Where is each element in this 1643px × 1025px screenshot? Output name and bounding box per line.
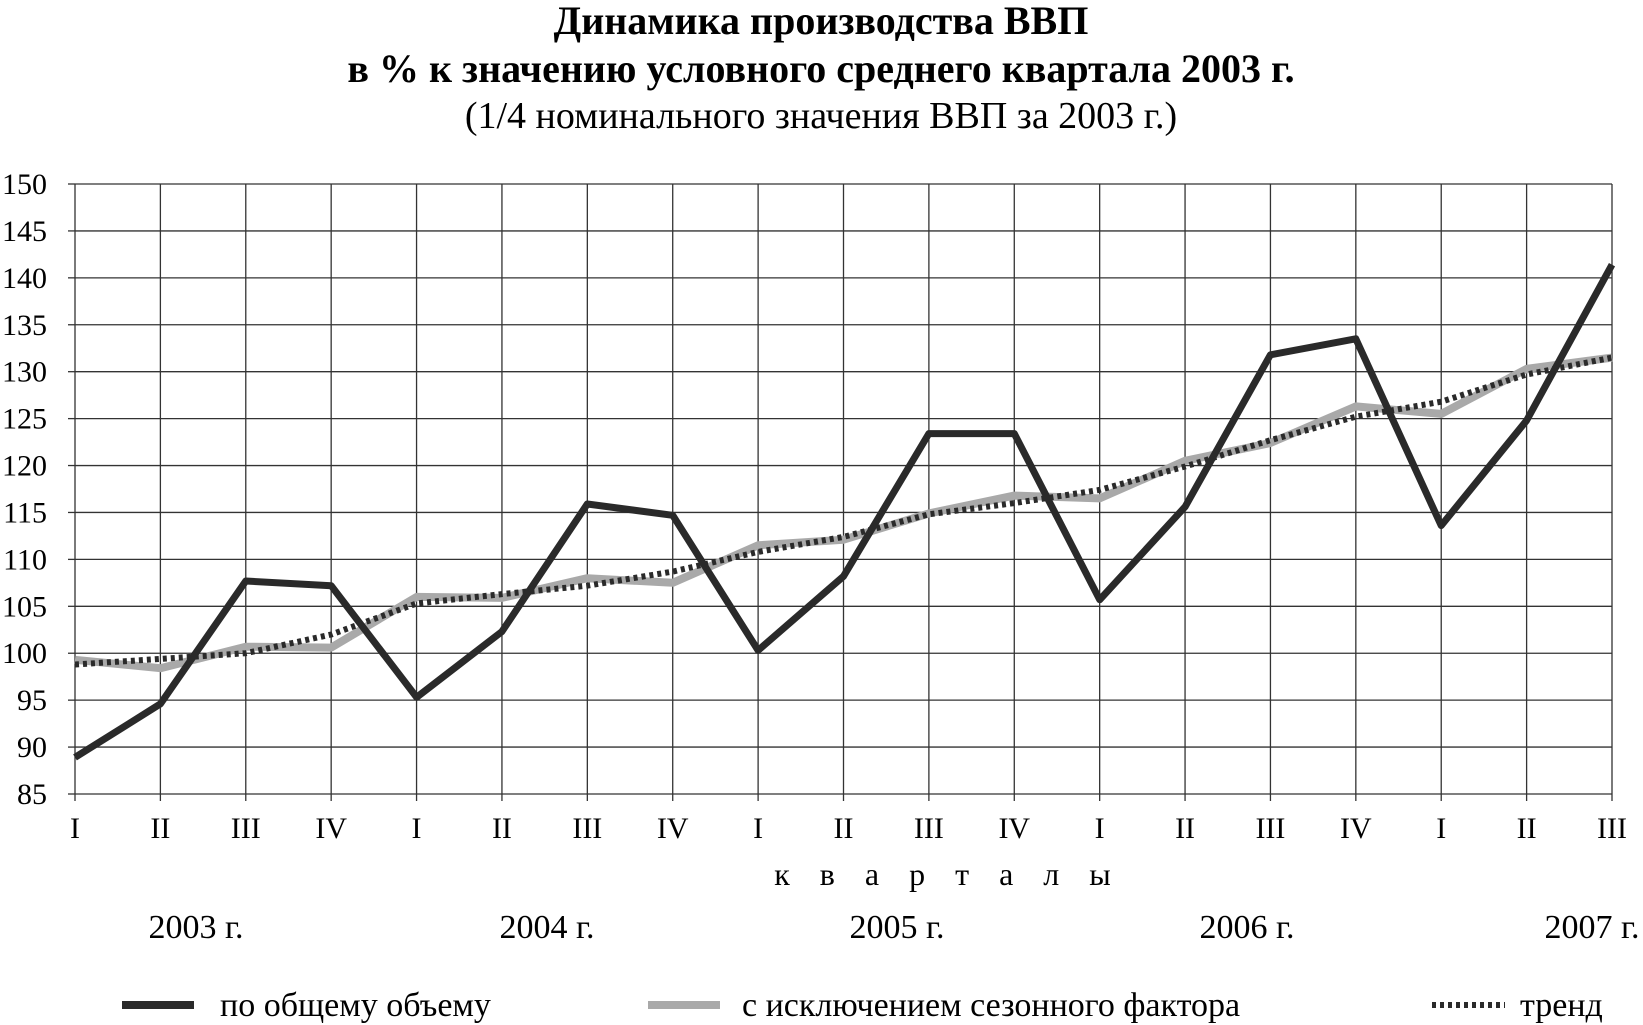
y-tick-label: 145 xyxy=(2,215,47,248)
year-label: 2005 г. xyxy=(849,909,944,946)
y-tick-label: 95 xyxy=(17,684,47,717)
y-tick-label: 110 xyxy=(3,543,47,576)
legend-label: тренд xyxy=(1520,987,1603,1024)
x-tick-label: I xyxy=(412,812,422,845)
x-tick-label: I xyxy=(1095,812,1105,845)
year-label: 2003 г. xyxy=(148,909,243,946)
chart-title-line2: в % к значению условного среднего кварта… xyxy=(347,46,1294,91)
x-tick-label: III xyxy=(1255,812,1285,845)
series-line-2 xyxy=(74,354,1613,668)
chart-subtitle: (1/4 номинального значения ВВП за 2003 г… xyxy=(465,95,1177,137)
y-tick-label: 135 xyxy=(2,309,47,342)
series-lines xyxy=(73,263,1616,761)
y-tick-label: 150 xyxy=(2,168,47,201)
x-tick-label: IV xyxy=(315,812,347,845)
series-line-0 xyxy=(73,263,1616,761)
legend-label: по общему объему xyxy=(220,987,491,1024)
grid xyxy=(68,183,1613,801)
y-tick-label: 90 xyxy=(17,731,47,764)
legend-label: с исключением сезонного фактора xyxy=(742,987,1240,1024)
y-axis-ticks: 85 90 95 100 105 110 115 120 125 130 135 140 145 150 xyxy=(2,168,47,811)
x-tick-label: II xyxy=(150,812,170,845)
x-tick-label: III xyxy=(572,812,602,845)
chart-title-line1: Динамика производства ВВП xyxy=(554,0,1089,43)
x-tick-label: II xyxy=(834,812,854,845)
x-tick-label: I xyxy=(753,812,763,845)
year-label: 2007 г. xyxy=(1544,909,1639,946)
y-tick-label: 105 xyxy=(2,590,47,623)
y-tick-label: 85 xyxy=(17,778,47,811)
y-tick-label: 140 xyxy=(2,262,47,295)
x-tick-label: IV xyxy=(998,812,1030,845)
x-axis-ticks: I II III IV I II III IV I II III IV I II III IV I II III xyxy=(70,812,1627,845)
x-tick-label: III xyxy=(231,812,261,845)
x-tick-label: III xyxy=(1597,812,1627,845)
year-label: 2006 г. xyxy=(1199,909,1294,946)
year-label: 2004 г. xyxy=(499,909,594,946)
y-tick-label: 125 xyxy=(2,403,47,436)
legend: по общему объему с исключением сезонного … xyxy=(122,987,1603,1024)
y-tick-label: 120 xyxy=(2,450,47,483)
series-line-1 xyxy=(74,353,1613,673)
x-tick-label: II xyxy=(1175,812,1195,845)
x-axis-label: к в а р т а л ы xyxy=(774,856,1122,892)
x-tick-label: I xyxy=(70,812,80,845)
x-tick-label: III xyxy=(914,812,944,845)
y-tick-label: 115 xyxy=(3,496,47,529)
x-tick-label: II xyxy=(492,812,512,845)
y-tick-label: 100 xyxy=(2,637,47,670)
x-tick-label: II xyxy=(1517,812,1537,845)
x-tick-label: I xyxy=(1436,812,1446,845)
x-tick-label: IV xyxy=(657,812,689,845)
year-labels: 2003 г. 2004 г. 2005 г. 2006 г. 2007 г. xyxy=(148,909,1639,946)
y-tick-label: 130 xyxy=(2,356,47,389)
x-tick-label: IV xyxy=(1340,812,1372,845)
